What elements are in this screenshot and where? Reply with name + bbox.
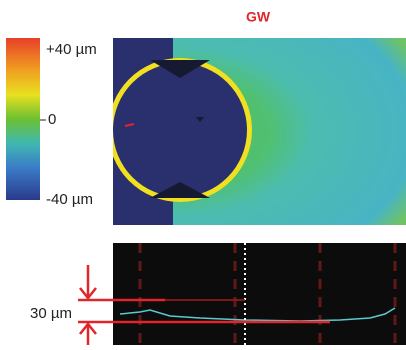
colorbar <box>6 38 40 200</box>
colorbar-label: -40 µm <box>46 191 93 208</box>
dimension-label: 30 µm <box>30 305 72 322</box>
title: GW <box>246 9 271 25</box>
profile-plot <box>113 243 406 345</box>
colorbar-label: 0 <box>48 111 56 128</box>
colorbar-label: +40 µm <box>46 41 97 58</box>
dimension <box>78 265 330 345</box>
surface-map <box>113 38 406 225</box>
